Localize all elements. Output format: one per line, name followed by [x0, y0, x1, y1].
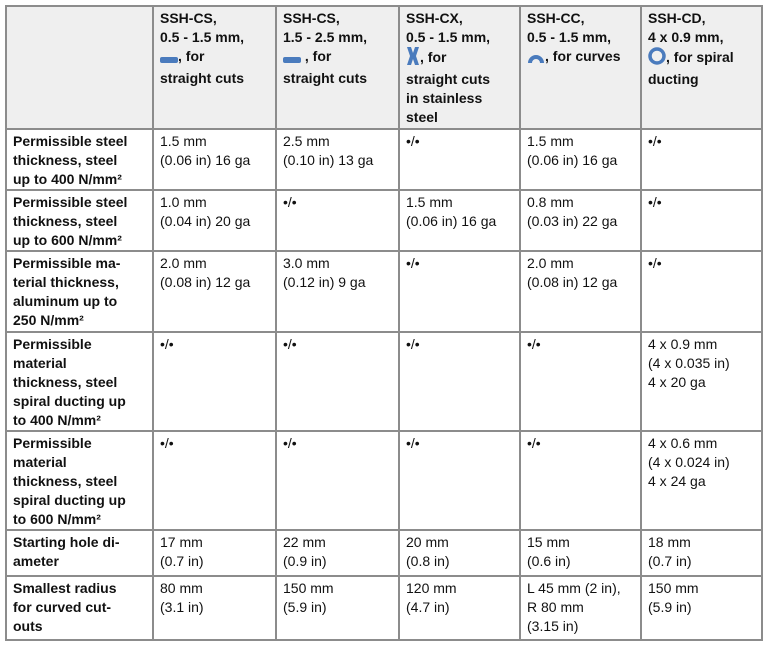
table-cell: 22 mm (0.9 in) — [275, 529, 400, 577]
table-cell: •/• — [275, 189, 400, 252]
table-cell: •/• — [519, 331, 642, 432]
header-row: SSH-CS, 0.5 - 1.5 mm, , for straight cut… — [5, 5, 763, 130]
column-caption: , for spiral ducting — [648, 49, 734, 87]
table-cell: 3.0 mm (0.12 in) 9 ga — [275, 250, 400, 333]
table-cell: 15 mm (0.6 in) — [519, 529, 642, 577]
row-header: Permissible material thickness, steel sp… — [5, 430, 154, 531]
table-row: Permissible material thickness, steel sp… — [5, 331, 763, 432]
cross-blade-icon — [406, 47, 420, 70]
table-cell: 2.5 mm (0.10 in) 13 ga — [275, 128, 400, 191]
table-row: Permissible material thickness, steel sp… — [5, 430, 763, 531]
table-row: Starting hole di- ameter 17 mm (0.7 in) 22… — [5, 529, 763, 577]
table-cell: •/• — [275, 331, 400, 432]
table-cell: •/• — [640, 189, 763, 252]
corner-cell — [5, 5, 154, 130]
column-title: SSH-CC, 0.5 - 1.5 mm, — [527, 10, 612, 45]
row-header: Permissible steel thickness, steel up to… — [5, 189, 154, 252]
column-header: SSH-CS, 1.5 - 2.5 mm, , for straight cut… — [275, 5, 400, 130]
table-cell: 0.8 mm (0.03 in) 22 ga — [519, 189, 642, 252]
straight-blade-icon — [160, 50, 178, 69]
column-caption: , for straight cuts in stainless steel — [406, 49, 491, 125]
table-cell: 1.5 mm (0.06 in) 16 ga — [152, 128, 277, 191]
table-cell: 150 mm (5.9 in) — [275, 575, 400, 641]
table-cell: •/• — [640, 128, 763, 191]
column-header: SSH-CD, 4 x 0.9 mm, , for spiral ducting — [640, 5, 763, 130]
column-title: SSH-CS, 1.5 - 2.5 mm, — [283, 10, 368, 45]
column-header: SSH-CX, 0.5 - 1.5 mm, , for straight cut… — [398, 5, 521, 130]
row-header: Smallest radius for curved cut- outs — [5, 575, 154, 641]
curved-blade-icon — [527, 50, 545, 69]
column-header: SSH-CS, 0.5 - 1.5 mm, , for straight cut… — [152, 5, 277, 130]
table-row: Permissible steel thickness, steel up to… — [5, 128, 763, 191]
column-title: SSH-CS, 0.5 - 1.5 mm, — [160, 10, 245, 45]
column-title: SSH-CD, 4 x 0.9 mm, — [648, 10, 724, 45]
column-title: SSH-CX, 0.5 - 1.5 mm, — [406, 10, 491, 45]
table-cell: 17 mm (0.7 in) — [152, 529, 277, 577]
table-row: Permissible ma- terial thickness, alumin… — [5, 250, 763, 333]
table-cell: •/• — [152, 331, 277, 432]
table-cell: •/• — [275, 430, 400, 531]
table-cell: 1.0 mm (0.04 in) 20 ga — [152, 189, 277, 252]
table-cell: 1.5 mm (0.06 in) 16 ga — [519, 128, 642, 191]
row-header: Permissible ma- terial thickness, alumin… — [5, 250, 154, 333]
row-header: Permissible material thickness, steel sp… — [5, 331, 154, 432]
table-cell: •/• — [398, 128, 521, 191]
ring-blade-icon — [648, 47, 666, 70]
table-cell: 120 mm (4.7 in) — [398, 575, 521, 641]
straight-blade-icon — [283, 50, 301, 69]
table-cell: 80 mm (3.1 in) — [152, 575, 277, 641]
column-caption: , for straight cuts — [160, 48, 245, 86]
table-cell: 2.0 mm (0.08 in) 12 ga — [519, 250, 642, 333]
table-cell: 4 x 0.6 mm (4 x 0.024 in) 4 x 24 ga — [640, 430, 763, 531]
table-cell: 18 mm (0.7 in) — [640, 529, 763, 577]
table-cell: •/• — [640, 250, 763, 333]
row-header: Starting hole di- ameter — [5, 529, 154, 577]
table-cell: 2.0 mm (0.08 in) 12 ga — [152, 250, 277, 333]
table-cell: 20 mm (0.8 in) — [398, 529, 521, 577]
column-header: SSH-CC, 0.5 - 1.5 mm, , for curves — [519, 5, 642, 130]
column-caption: , for straight cuts — [283, 48, 368, 86]
row-header: Permissible steel thickness, steel up to… — [5, 128, 154, 191]
table-cell: •/• — [152, 430, 277, 531]
table-cell: •/• — [398, 250, 521, 333]
specifications-table: SSH-CS, 0.5 - 1.5 mm, , for straight cut… — [5, 5, 763, 641]
column-caption: , for curves — [545, 48, 621, 64]
table-cell: L 45 mm (2 in), R 80 mm (3.15 in) — [519, 575, 642, 641]
table-row: Smallest radius for curved cut- outs 80 m… — [5, 575, 763, 641]
table-cell: 1.5 mm (0.06 in) 16 ga — [398, 189, 521, 252]
table-cell: 150 mm (5.9 in) — [640, 575, 763, 641]
table-row: Permissible steel thickness, steel up to… — [5, 189, 763, 252]
table-cell: •/• — [519, 430, 642, 531]
table-cell: •/• — [398, 331, 521, 432]
table-cell: •/• — [398, 430, 521, 531]
table-cell: 4 x 0.9 mm (4 x 0.035 in) 4 x 20 ga — [640, 331, 763, 432]
